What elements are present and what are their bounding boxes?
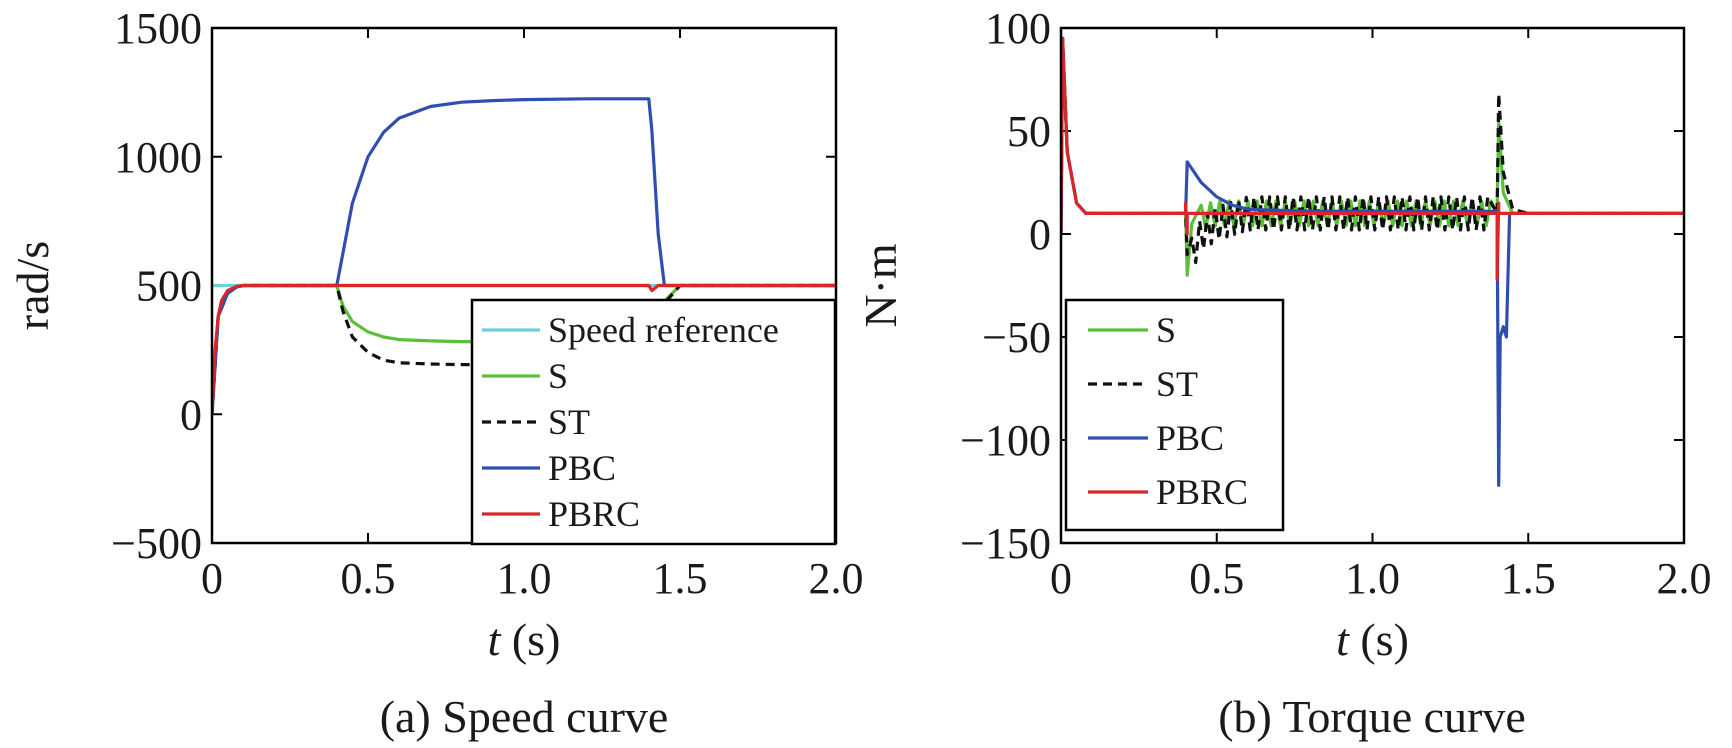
torque-chart: 0 0.5 1.0 1.5 2.0 −150 −100 −50 0 50 100 S ST PBC PBRC… [855,4,1712,742]
torque-caption: (b) Torque curve [1218,691,1526,742]
torque-series-st-line [1061,36,1684,265]
torque-series-pbrc-line [1061,36,1684,281]
torque-series-s-line [1061,36,1684,277]
speed-y-tick-label: −500 [111,519,202,568]
speed-y-tick-label: 0 [180,390,202,439]
speed-caption: (a) Speed curve [380,691,669,742]
speed-legend-label: S [548,356,568,396]
torque-legend-label: ST [1156,364,1198,404]
torque-legend-label: S [1156,310,1176,350]
speed-y-tick-label: 1500 [114,4,202,53]
speed-legend-label: PBC [548,448,616,488]
torque-y-tick-label: −150 [960,519,1051,568]
torque-plot-frame [1059,26,1686,545]
torque-x-tick-label: 2.0 [1657,554,1712,603]
speed-y-axis-label: rad/s [7,241,58,330]
torque-x-tick-label: 0 [1050,554,1072,603]
speed-x-axis-var: t [488,614,502,665]
speed-x-tick-label: 0.5 [341,554,396,603]
speed-x-tick-label: 1.5 [653,554,708,603]
torque-y-tick-label: 100 [985,4,1051,53]
speed-x-tick-label: 0 [201,554,223,603]
torque-x-tick-label: 1.0 [1345,554,1400,603]
torque-y-axis-label: N·m [855,243,906,328]
torque-x-tick-label: 1.5 [1501,554,1556,603]
torque-y-tick-label: −100 [960,416,1051,465]
torque-y-tick-label: −50 [982,313,1051,362]
torque-x-axis-label: t (s) [1336,614,1409,665]
speed-x-axis-unit: (s) [500,614,560,665]
speed-series-pbrc-line [212,283,836,415]
torque-x-axis-unit: (s) [1349,614,1409,665]
torque-y-tick-label: 0 [1029,210,1051,259]
torque-x-axis-var: t [1336,614,1350,665]
speed-legend-label: ST [548,402,590,442]
torque-x-tick-label: 0.5 [1189,554,1244,603]
torque-y-tick-label: 50 [1007,107,1051,156]
speed-y-tick-label: 500 [136,262,202,311]
speed-x-tick-label: 1.0 [497,554,552,603]
speed-y-tick-label: 1000 [114,133,202,182]
speed-x-axis-label: t (s) [488,614,561,665]
torque-legend-label: PBRC [1156,472,1248,512]
speed-legend-label: Speed reference [548,310,779,350]
speed-legend-label: PBRC [548,494,640,534]
torque-series-group [1061,36,1684,487]
torque-legend-label: PBC [1156,418,1224,458]
speed-x-tick-label: 2.0 [809,554,864,603]
